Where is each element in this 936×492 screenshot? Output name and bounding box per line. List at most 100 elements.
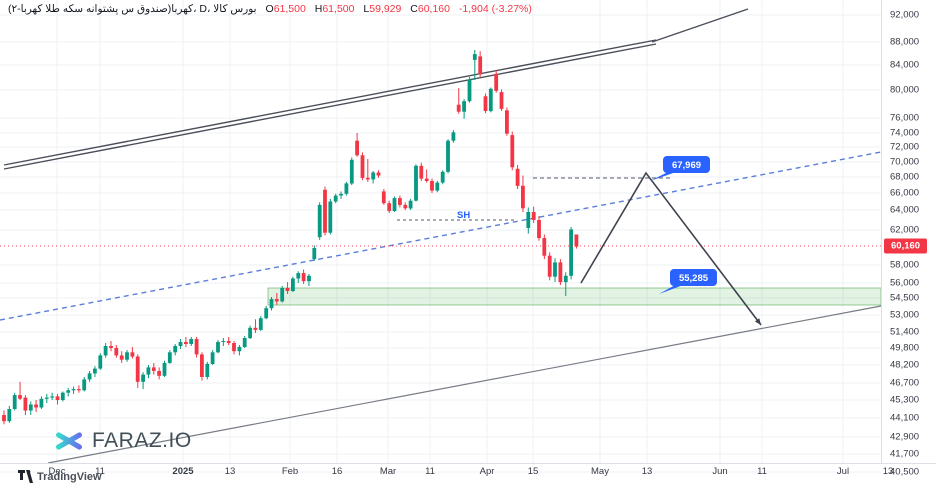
candle-body	[440, 171, 445, 183]
price-tick-label: 46,700	[890, 377, 920, 389]
candle-body	[12, 395, 17, 409]
price-tick-label: 56,000	[890, 277, 920, 289]
tradingview-attribution[interactable]: TradingView	[18, 470, 102, 483]
lower-channel-line[interactable]	[47, 305, 882, 464]
price-tick-label: 88,000	[890, 36, 920, 48]
candle-body	[483, 96, 488, 111]
candle-body	[499, 92, 504, 109]
candle-body	[376, 172, 381, 176]
support-zone-rectangle[interactable]	[267, 287, 882, 306]
price-tick-label: 68,000	[890, 171, 920, 183]
candle-body	[291, 278, 295, 291]
candle-body	[307, 275, 311, 282]
price-tick-label: 70,000	[890, 156, 920, 168]
time-tick-label: 11	[95, 466, 105, 477]
candle-body	[109, 346, 113, 348]
symbol-title[interactable]: کهربا(صندوق س پشتوانه سکه طلا کهربا-۲)، …	[8, 3, 257, 15]
candle-body	[344, 183, 349, 194]
tradingview-logo-icon	[18, 470, 33, 483]
candle-body	[531, 212, 536, 220]
price-tick-label: 48,200	[890, 359, 920, 371]
candle-body	[424, 178, 429, 181]
candle-body	[194, 339, 199, 355]
price-callout-text: 55,285	[679, 273, 709, 284]
candle-body	[210, 352, 215, 364]
candle-body	[66, 390, 71, 393]
price-tick-label: 44,100	[890, 412, 920, 424]
upper-resistance-line[interactable]	[651, 8, 749, 43]
candle-body	[430, 181, 434, 191]
time-tick-label: 16	[331, 466, 343, 477]
candle-body	[349, 159, 354, 184]
low-label: L	[363, 3, 370, 15]
candle-body	[60, 392, 65, 400]
price-tick-label: 51,400	[890, 326, 920, 338]
candle-body	[216, 342, 220, 353]
candle-body	[451, 132, 456, 141]
candle-body	[488, 88, 493, 112]
candle-body	[505, 110, 509, 134]
candle-body	[264, 308, 269, 319]
open-label: O	[265, 3, 274, 15]
candle-body	[119, 355, 124, 360]
candle-body	[71, 389, 76, 391]
candle-body	[569, 229, 573, 276]
price-tick-label: 62,000	[890, 224, 920, 236]
candle-body	[2, 415, 6, 422]
projection-path[interactable]	[580, 171, 762, 326]
candle-body	[446, 140, 450, 172]
candle-body	[18, 395, 22, 399]
price-callout[interactable]: 55,285	[659, 269, 717, 294]
time-tick-label: 15	[527, 466, 539, 477]
price-callout[interactable]: 67,969	[650, 156, 710, 181]
candle-body	[462, 101, 466, 112]
price-tick-label: 54,500	[890, 292, 920, 304]
price-tick-label: 92,000	[890, 9, 920, 21]
candle-body	[371, 172, 376, 180]
high-label: H	[314, 3, 323, 15]
time-axis[interactable]: Dec 11 2025 13 Feb 16 Mar 11 Apr 15 May 13 Jun 11 Jul 1…	[0, 464, 936, 480]
low-value: 59,929	[369, 3, 402, 15]
candle-body	[435, 182, 440, 191]
candle-body	[93, 368, 97, 374]
candle-body	[414, 165, 418, 201]
tradingview-logo-text: TradingView	[37, 470, 102, 483]
time-tick-label: 13	[882, 466, 894, 477]
close-label: C	[410, 3, 418, 15]
time-tick-label: Jul	[836, 466, 850, 477]
upper-channel-line-1[interactable]	[3, 39, 657, 166]
candle-body	[398, 198, 402, 205]
projection-arrowhead	[754, 318, 761, 325]
candle-body	[237, 347, 242, 352]
candle-body	[167, 352, 172, 363]
candle-body	[355, 140, 359, 156]
upper-channel-line-2[interactable]	[3, 43, 657, 170]
price-tick-label: 76,000	[890, 112, 920, 124]
candle-body	[157, 371, 161, 376]
candle-body	[403, 204, 408, 209]
candlestick-series	[2, 50, 579, 425]
price-axis[interactable]: 92,000 88,000 84,000 80,000 76,000 74,000 72,0…	[882, 0, 936, 478]
candle-body	[98, 355, 103, 369]
candle-body	[467, 79, 472, 102]
faraz-watermark: FARAZ.IO	[53, 425, 192, 457]
time-tick-label: Jun	[712, 466, 728, 477]
ascending-trendline-dashed[interactable]	[0, 151, 882, 321]
candle-body	[328, 201, 333, 233]
candle-body	[553, 262, 557, 277]
candle-body	[574, 234, 579, 247]
change-value: -1,904 (-3.27%)	[458, 3, 532, 15]
candle-body	[563, 275, 568, 283]
candle-body	[510, 135, 515, 168]
faraz-logo-text: FARAZ.IO	[92, 429, 192, 452]
candle-body	[114, 348, 119, 356]
candle-body	[130, 352, 135, 357]
close-value: 60,160	[417, 3, 450, 15]
symbol-header: کهربا(صندوق س پشتوانه سکه طلا کهربا-۲)، …	[8, 3, 532, 15]
time-tick-label: Dec	[48, 466, 66, 477]
candle-body	[296, 273, 301, 279]
candle-body	[558, 262, 563, 283]
candle-body	[253, 327, 258, 330]
candle-body	[125, 352, 129, 360]
candle-body	[221, 341, 226, 342]
